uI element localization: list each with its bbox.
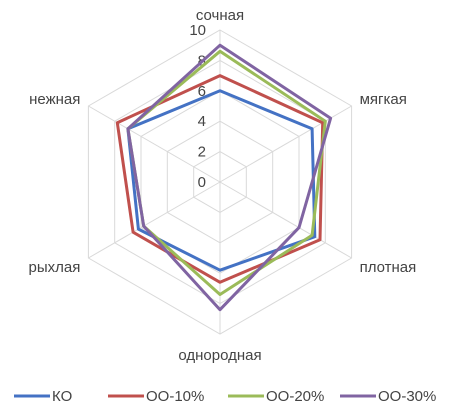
tick-label-2: 4 [198, 113, 206, 130]
axis-label-4: рыхлая [29, 259, 81, 276]
legend-label-0: КО [52, 388, 72, 405]
legend-label-2: ОО-20% [266, 388, 324, 405]
axis-labels: сочная мягкая плотная однородная рыхлая нежна… [29, 7, 417, 364]
axis-label-0: сочная [196, 7, 244, 24]
axis-label-5: нежная [29, 91, 80, 108]
tick-label-3: 6 [198, 83, 206, 100]
spoke-4 [88, 181, 221, 259]
series-2 [126, 49, 327, 296]
series-0 [126, 89, 317, 272]
axis-label-1: мягкая [360, 91, 407, 108]
tick-label-0: 0 [198, 174, 206, 191]
series-3 [126, 43, 333, 312]
series-1 [115, 74, 325, 284]
tick-label-1: 2 [198, 144, 206, 161]
legend-label-3: ОО-30% [378, 388, 436, 405]
radar-series [115, 43, 333, 312]
spoke-2 [219, 181, 352, 259]
spoke-5 [88, 105, 221, 183]
tick-label-5: 10 [189, 22, 206, 39]
axis-label-3: однородная [178, 347, 261, 364]
axis-label-2: плотная [360, 259, 417, 276]
legend-label-1: ОО-10% [146, 388, 204, 405]
legend: КО ОО-10% ОО-20% ОО-30% [14, 388, 436, 405]
